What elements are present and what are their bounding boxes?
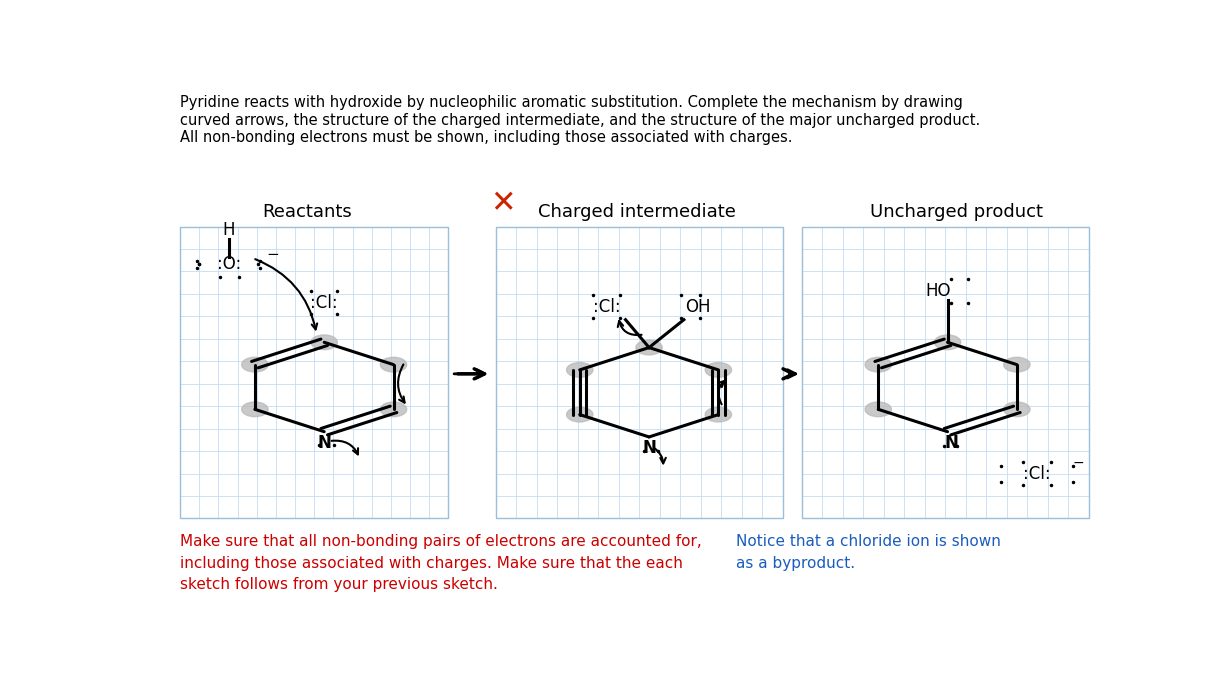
Text: Notice that a chloride ion is shown
as a byproduct.: Notice that a chloride ion is shown as a… <box>736 534 1001 571</box>
Circle shape <box>865 402 892 417</box>
Text: H: H <box>222 221 236 239</box>
Text: :Cl:: :Cl: <box>310 294 338 312</box>
Circle shape <box>865 357 892 372</box>
Text: −: − <box>1073 456 1085 470</box>
Text: ✕: ✕ <box>491 190 516 219</box>
Text: OH: OH <box>685 298 711 316</box>
Circle shape <box>1004 357 1030 372</box>
Circle shape <box>380 357 407 372</box>
Text: −: − <box>267 247 279 262</box>
Bar <box>180 227 448 518</box>
Text: Pyridine reacts with hydroxide by nucleophilic aromatic substitution. Complete t: Pyridine reacts with hydroxide by nucleo… <box>180 95 981 145</box>
Text: HO: HO <box>926 282 951 300</box>
Text: Charged intermediate: Charged intermediate <box>538 204 736 221</box>
Text: :Cl:: :Cl: <box>593 298 621 316</box>
Circle shape <box>380 402 407 417</box>
Text: Uncharged product: Uncharged product <box>870 204 1044 221</box>
Circle shape <box>1004 402 1030 417</box>
Text: :O:: :O: <box>217 255 242 273</box>
Text: Reactants: Reactants <box>262 204 352 221</box>
Circle shape <box>566 363 593 377</box>
Text: :Cl:: :Cl: <box>1023 464 1051 483</box>
Circle shape <box>566 407 593 422</box>
Bar <box>802 227 1089 518</box>
Text: N: N <box>642 439 656 457</box>
Circle shape <box>705 407 731 422</box>
Text: N: N <box>944 434 959 451</box>
Bar <box>496 227 782 518</box>
Circle shape <box>635 340 662 355</box>
Circle shape <box>311 335 338 350</box>
Circle shape <box>934 335 961 350</box>
Text: N: N <box>317 434 332 451</box>
Text: Make sure that all non-bonding pairs of electrons are accounted for,
including t: Make sure that all non-bonding pairs of … <box>180 534 702 592</box>
Circle shape <box>242 357 269 372</box>
Circle shape <box>705 363 731 377</box>
Circle shape <box>242 402 269 417</box>
